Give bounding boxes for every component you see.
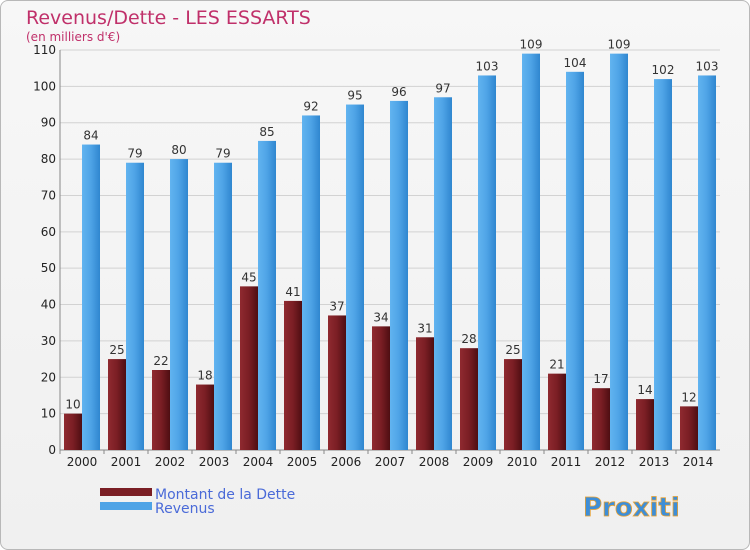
x-tick-label: 2012 — [595, 455, 626, 469]
y-tick-label: 20 — [41, 370, 56, 384]
chart-title: Revenus/Dette - LES ESSARTS — [26, 7, 311, 29]
data-label-dette: 25 — [505, 343, 520, 357]
legend-swatch-dette — [100, 488, 152, 496]
x-tick-label: 2008 — [419, 455, 450, 469]
x-tick-label: 2006 — [331, 455, 362, 469]
y-tick-label: 70 — [41, 188, 56, 202]
data-label-dette: 31 — [417, 321, 432, 335]
bar-dette — [240, 286, 258, 450]
data-label-revenus: 103 — [696, 59, 719, 73]
legend-swatch-revenus — [100, 502, 152, 510]
data-label-dette: 21 — [549, 358, 564, 372]
data-label-revenus: 104 — [564, 56, 587, 70]
bar-revenus — [698, 75, 716, 451]
bar-dette — [64, 413, 82, 450]
bar-dette — [152, 370, 170, 450]
data-label-revenus: 97 — [435, 81, 450, 95]
data-label-revenus: 103 — [476, 59, 499, 73]
bar-revenus — [478, 75, 496, 451]
x-tick-label: 2013 — [639, 455, 670, 469]
x-tick-label: 2011 — [551, 455, 582, 469]
y-tick-label: 60 — [41, 225, 56, 239]
x-tick-label: 2001 — [111, 455, 142, 469]
bars: 10 84 25 79 22 80 18 79 45 85 41 92 37 95 34 96 31 97 28 10… — [64, 38, 719, 451]
data-label-revenus: 84 — [83, 129, 98, 143]
data-label-dette: 45 — [241, 270, 256, 284]
data-label-revenus: 80 — [171, 143, 186, 157]
data-label-dette: 25 — [109, 343, 124, 357]
x-tick-label: 2000 — [67, 455, 98, 469]
data-label-dette: 28 — [461, 332, 476, 346]
y-tick-label: 80 — [41, 152, 56, 166]
bar-dette — [372, 326, 390, 450]
bar-dette — [504, 359, 522, 450]
bar-revenus — [214, 162, 232, 450]
data-label-revenus: 109 — [608, 38, 631, 52]
bar-dette — [196, 384, 214, 450]
bar-dette — [680, 406, 698, 450]
bar-revenus — [434, 97, 452, 450]
legend-label-dette: Montant de la Dette — [155, 487, 295, 503]
bar-dette — [548, 373, 566, 450]
data-label-revenus: 109 — [520, 38, 543, 52]
y-tick-label: 100 — [33, 79, 56, 93]
y-tick-label: 110 — [33, 43, 56, 57]
data-label-dette: 10 — [65, 398, 80, 412]
data-label-revenus: 79 — [215, 147, 230, 161]
data-label-dette: 17 — [593, 372, 608, 386]
bar-dette — [284, 300, 302, 450]
bar-dette — [328, 315, 346, 450]
x-tick-label: 2002 — [155, 455, 186, 469]
bar-dette — [416, 337, 434, 450]
bar-revenus — [170, 159, 188, 450]
bar-revenus — [346, 104, 364, 450]
data-label-revenus: 92 — [303, 99, 318, 113]
x-tick-label: 2005 — [287, 455, 318, 469]
bar-revenus — [610, 53, 628, 451]
x-tick-label: 2010 — [507, 455, 538, 469]
x-tick-label: 2004 — [243, 455, 274, 469]
x-tick-label: 2007 — [375, 455, 406, 469]
data-label-dette: 22 — [153, 354, 168, 368]
y-tick-label: 90 — [41, 116, 56, 130]
legend-label-revenus: Revenus — [155, 501, 215, 517]
x-tick-label: 2003 — [199, 455, 230, 469]
bar-revenus — [390, 100, 408, 450]
y-axis: 0 10 20 30 40 50 60 70 80 90 100 110 — [33, 43, 56, 457]
bar-revenus — [258, 140, 276, 450]
x-axis: 2000 2001 2002 2003 2004 2005 2006 2007 2008 2009… — [59, 450, 714, 469]
bar-revenus — [302, 115, 320, 451]
legend: Montant de la Dette Revenus — [100, 487, 295, 517]
data-label-revenus: 95 — [347, 89, 362, 103]
bar-dette — [108, 359, 126, 450]
bar-dette — [636, 399, 654, 450]
y-tick-label: 50 — [41, 261, 56, 275]
y-tick-label: 10 — [41, 407, 56, 421]
bar-revenus — [126, 162, 144, 450]
data-label-dette: 12 — [681, 390, 696, 404]
proxiti-logo: Proxiti — [583, 493, 680, 523]
data-label-revenus: 85 — [259, 125, 274, 139]
bar-revenus — [522, 53, 540, 451]
data-label-revenus: 96 — [391, 85, 406, 99]
bar-revenus — [82, 144, 100, 450]
bar-dette — [460, 348, 478, 450]
data-label-revenus: 79 — [127, 147, 142, 161]
data-label-dette: 34 — [373, 310, 388, 324]
x-tick-label: 2014 — [683, 455, 714, 469]
bar-revenus — [566, 71, 584, 451]
bar-dette — [592, 388, 610, 450]
chart-subtitle: (en milliers d'€) — [26, 30, 120, 44]
data-label-dette: 41 — [285, 285, 300, 299]
data-label-dette: 14 — [637, 383, 652, 397]
data-label-dette: 18 — [197, 369, 212, 383]
y-tick-label: 40 — [41, 298, 56, 312]
y-tick-label: 0 — [48, 443, 56, 457]
y-tick-label: 30 — [41, 334, 56, 348]
data-label-dette: 37 — [329, 299, 344, 313]
x-tick-label: 2009 — [463, 455, 494, 469]
data-label-revenus: 102 — [652, 63, 675, 77]
bar-revenus — [654, 79, 672, 450]
